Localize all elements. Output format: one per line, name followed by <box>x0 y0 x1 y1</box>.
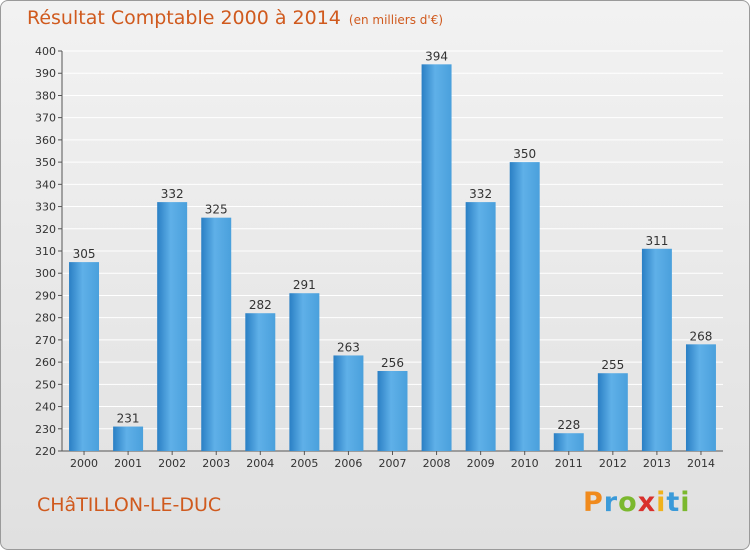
y-tick-label: 300 <box>35 267 56 280</box>
y-tick-label: 220 <box>35 445 56 458</box>
data-label-2008: 394 <box>425 49 448 63</box>
bar-2000[interactable] <box>69 262 100 451</box>
x-tick-label-2006: 2006 <box>334 457 362 470</box>
logo-letter: P <box>583 487 604 518</box>
logo-letter: i <box>680 487 691 518</box>
chart-unit-label: (en milliers d'€) <box>348 13 444 27</box>
y-tick-label: 320 <box>35 223 56 236</box>
x-tick-label-2004: 2004 <box>246 457 274 470</box>
proxiti-logo[interactable]: Proxiti <box>583 487 691 518</box>
data-label-2000: 305 <box>73 247 96 261</box>
data-label-2005: 291 <box>293 278 316 292</box>
y-tick-label: 280 <box>35 312 56 325</box>
x-tick-label-2002: 2002 <box>158 457 186 470</box>
y-tick-label: 310 <box>35 245 56 258</box>
data-label-2013: 311 <box>645 234 668 248</box>
label-layer: 305 231 332 325 282 291 263 256 394 332 350 228 255 3… <box>73 49 713 432</box>
x-tick-label-2001: 2001 <box>114 457 142 470</box>
y-tick-label: 250 <box>35 378 56 391</box>
y-tick-label: 350 <box>35 156 56 169</box>
data-label-2011: 228 <box>557 418 580 432</box>
data-label-2001: 231 <box>117 412 140 426</box>
y-tick-label: 230 <box>35 423 56 436</box>
data-label-2010: 350 <box>513 147 536 161</box>
bar-2002[interactable] <box>157 202 188 451</box>
logo-letter: r <box>603 487 619 518</box>
y-tick-label: 390 <box>35 67 56 80</box>
data-label-2012: 255 <box>601 358 624 372</box>
bar-2014[interactable] <box>685 344 716 451</box>
bar-2010[interactable] <box>509 162 540 451</box>
bar-2009[interactable] <box>465 202 496 451</box>
data-label-2004: 282 <box>249 298 272 312</box>
data-label-2002: 332 <box>161 187 184 201</box>
data-label-2007: 256 <box>381 356 404 370</box>
data-label-2009: 332 <box>469 187 492 201</box>
y-tick-label: 360 <box>35 134 56 147</box>
y-tick-label: 380 <box>35 89 56 102</box>
x-tick-label-2005: 2005 <box>290 457 318 470</box>
x-tick-label-2013: 2013 <box>643 457 671 470</box>
y-tick-label: 240 <box>35 401 56 414</box>
x-tick-label-2012: 2012 <box>599 457 627 470</box>
chart-title: Résultat Comptable 2000 à 2014 (en millie… <box>27 7 443 29</box>
x-tick-label-2000: 2000 <box>70 457 98 470</box>
x-tick-label-2007: 2007 <box>379 457 407 470</box>
bar-2001[interactable] <box>113 426 144 451</box>
x-tick-label-2008: 2008 <box>423 457 451 470</box>
bar-2013[interactable] <box>641 248 672 451</box>
y-tick-label: 330 <box>35 201 56 214</box>
x-tick-label-2003: 2003 <box>202 457 230 470</box>
data-label-2006: 263 <box>337 340 360 354</box>
bar-2003[interactable] <box>201 217 232 451</box>
chart-title-text: Résultat Comptable 2000 à 2014 <box>27 7 341 29</box>
y-tick-label: 400 <box>35 45 56 58</box>
bar-2006[interactable] <box>333 355 364 451</box>
bar-2004[interactable] <box>245 313 276 451</box>
bar-layer <box>69 64 716 452</box>
logo-letter: t <box>666 487 681 518</box>
x-tick-label-2014: 2014 <box>687 457 715 470</box>
x-tick-label-2009: 2009 <box>467 457 495 470</box>
y-tick-label: 260 <box>35 356 56 369</box>
bar-2011[interactable] <box>553 433 584 451</box>
logo-letter: o <box>618 487 638 518</box>
y-tick-label: 290 <box>35 289 56 302</box>
data-label-2003: 325 <box>205 203 228 217</box>
bar-2007[interactable] <box>377 371 408 451</box>
bar-2012[interactable] <box>597 373 628 451</box>
bar-2005[interactable] <box>289 293 320 451</box>
y-tick-label: 340 <box>35 178 56 191</box>
data-label-2014: 268 <box>690 329 713 343</box>
x-tick-label-2010: 2010 <box>511 457 539 470</box>
y-tick-label: 270 <box>35 334 56 347</box>
logo-letter: i <box>656 487 667 518</box>
y-tick-label: 370 <box>35 112 56 125</box>
logo-letter: x <box>637 487 657 518</box>
bar-2008[interactable] <box>421 64 452 452</box>
x-tick-label-2011: 2011 <box>555 457 583 470</box>
city-name: CHâTILLON-LE-DUC <box>37 494 222 516</box>
